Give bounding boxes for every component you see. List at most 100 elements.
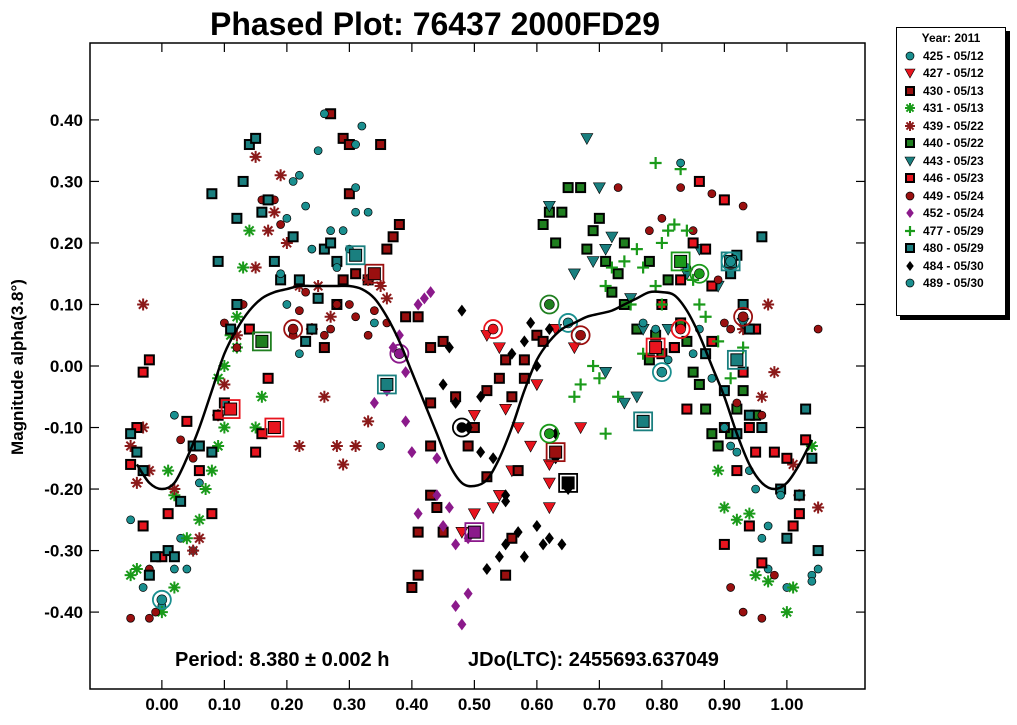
data-point (787, 581, 800, 594)
data-point (750, 409, 762, 421)
data-point (737, 385, 749, 397)
data-point (438, 378, 448, 391)
data-point (688, 349, 698, 359)
data-point (762, 298, 775, 311)
data-point (351, 312, 360, 322)
data-point (320, 109, 329, 119)
data-point (605, 231, 619, 244)
data-point (212, 255, 224, 267)
data-point (370, 318, 379, 328)
legend-marker (905, 225, 915, 236)
data-point (324, 310, 337, 323)
data-point (205, 464, 218, 477)
data-point (276, 220, 285, 229)
data-point (787, 520, 799, 532)
highlighted-point (645, 337, 666, 358)
data-point (425, 489, 437, 501)
data-point (763, 521, 773, 531)
data-point (755, 390, 768, 403)
data-point (330, 439, 343, 452)
data-point (425, 397, 437, 409)
data-point (631, 323, 643, 335)
legend-label: 446 - 05/23 (923, 171, 984, 186)
data-point (262, 224, 275, 237)
data-point (700, 243, 712, 255)
data-point (655, 298, 668, 311)
data-point (451, 396, 461, 409)
data-point (668, 342, 680, 354)
x-tick-label: 0.60 (520, 695, 553, 714)
data-point (813, 564, 823, 574)
data-point (131, 446, 143, 458)
data-point (326, 226, 335, 235)
data-point (467, 508, 481, 521)
data-point (613, 183, 623, 192)
legend-label: 425 - 05/12 (923, 48, 984, 63)
y-tick-label: 0.10 (50, 295, 83, 314)
data-point (700, 348, 712, 360)
data-point (581, 243, 593, 255)
x-tick-label: 0.00 (145, 695, 178, 714)
legend-marker (905, 243, 915, 254)
data-point (693, 378, 705, 390)
plot-area (89, 42, 866, 690)
highlighted-point (345, 245, 366, 266)
data-point (476, 390, 486, 403)
data-point (250, 132, 262, 144)
data-point (130, 476, 143, 489)
data-point (501, 489, 511, 502)
data-point (170, 564, 179, 574)
legend-entry: 446 - 05/23 (901, 170, 1001, 188)
data-point (332, 300, 342, 309)
data-point (693, 175, 705, 187)
data-point (170, 410, 179, 420)
data-point (537, 218, 549, 230)
data-point (345, 300, 354, 309)
data-point (737, 298, 749, 310)
data-point (137, 465, 149, 477)
data-point (575, 182, 587, 194)
data-point (726, 324, 735, 334)
highlighted-point (251, 331, 272, 352)
highlighted-point (283, 319, 304, 339)
data-point (168, 483, 181, 496)
data-point (380, 292, 393, 305)
legend-label: 477 - 05/29 (923, 223, 984, 238)
data-point (668, 218, 681, 231)
data-point (182, 564, 192, 574)
data-point (526, 316, 536, 329)
legend-marker-shape (905, 225, 915, 236)
data-point (431, 502, 443, 514)
data-point (320, 330, 329, 340)
data-point (713, 275, 723, 285)
data-point (295, 306, 304, 315)
data-point (393, 218, 405, 230)
data-point (370, 306, 379, 315)
data-point (351, 183, 360, 192)
data-point (438, 519, 448, 532)
data-point (401, 366, 411, 379)
data-point (687, 366, 699, 378)
data-point (437, 526, 449, 538)
legend-marker-shape (905, 243, 915, 254)
data-point (500, 354, 512, 366)
data-point (193, 440, 205, 452)
data-point (550, 237, 562, 249)
x-tick-label: 0.70 (583, 695, 616, 714)
data-point (770, 570, 779, 580)
data-point (542, 502, 556, 515)
highlighted-point (670, 319, 691, 339)
highlighted-point (545, 442, 566, 463)
highlighted-point (151, 589, 172, 610)
highlighted-point (389, 343, 410, 364)
data-point (494, 550, 504, 563)
data-point (145, 613, 154, 623)
y-tick-label: -0.10 (44, 419, 83, 438)
legend-label: 480 - 05/29 (923, 241, 984, 256)
data-point (592, 182, 606, 195)
data-point (512, 465, 524, 477)
data-point (720, 318, 729, 328)
legend-label: 439 - 05/22 (923, 118, 984, 133)
legend-label: 452 - 05/24 (923, 206, 984, 221)
